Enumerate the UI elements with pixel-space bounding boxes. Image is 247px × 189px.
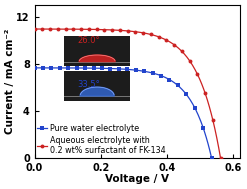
Text: 33.5°: 33.5° <box>78 80 100 89</box>
Text: 26.0°: 26.0° <box>78 36 100 45</box>
Y-axis label: Current / mA cm⁻²: Current / mA cm⁻² <box>5 29 15 134</box>
X-axis label: Voltage / V: Voltage / V <box>105 174 169 184</box>
Legend: Pure water electrolyte, Aqueous electrolyte with
0.2 wt% surfactant of FK-134: Pure water electrolyte, Aqueous electrol… <box>36 123 166 156</box>
